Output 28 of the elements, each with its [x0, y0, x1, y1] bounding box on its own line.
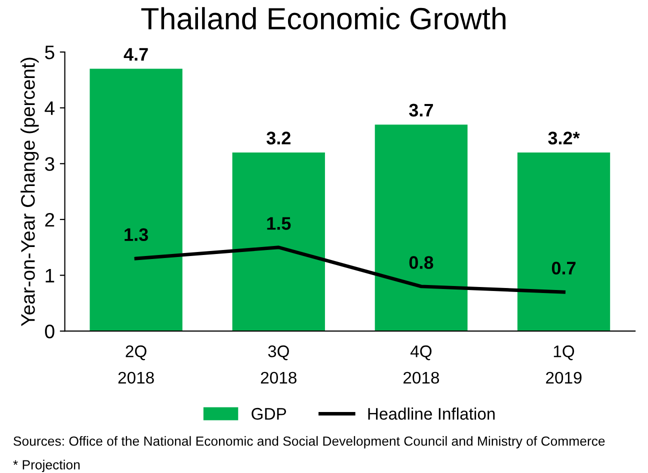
y-tick-label: 5: [45, 46, 54, 60]
y-tick-label: 0: [45, 324, 54, 338]
source-note: Sources: Office of the National Economic and Social Development Council and Ministry of Commerce: [14, 436, 605, 448]
chart-title: Thailand Economic Growth: [141, 7, 506, 30]
x-tick-label: 2Q 2018: [118, 345, 154, 384]
data-label: 0.8: [409, 256, 434, 269]
x-tick-label: 1Q 2019: [546, 345, 582, 384]
data-label: 1.3: [124, 228, 148, 242]
bar: [232, 152, 325, 332]
y-axis-title: Year-on-Year Change (percent): [20, 58, 39, 326]
x-tick-label: 4Q 2018: [404, 345, 440, 384]
bar: [517, 152, 610, 332]
y-tick-label: 3: [45, 157, 54, 171]
text: * Projection: [13, 460, 80, 472]
data-label: 1.5: [267, 217, 291, 230]
bar: [90, 68, 182, 332]
data-label: 0.7: [552, 262, 576, 275]
legend-label: Headline Inflation: [368, 407, 495, 420]
data-label: 3.2: [266, 132, 290, 144]
bar: [374, 124, 468, 332]
x-tick-label: 3Q 2018: [260, 345, 296, 384]
y-tick-label: 1: [46, 268, 54, 282]
y-tick-label: 4: [44, 102, 55, 115]
data-label: 3.2*: [548, 132, 580, 144]
data-label: 3.7: [409, 104, 433, 117]
data-label: 4.7: [124, 48, 148, 61]
legend-label: GDP: [252, 408, 286, 420]
y-tick-label: 2: [45, 212, 54, 227]
